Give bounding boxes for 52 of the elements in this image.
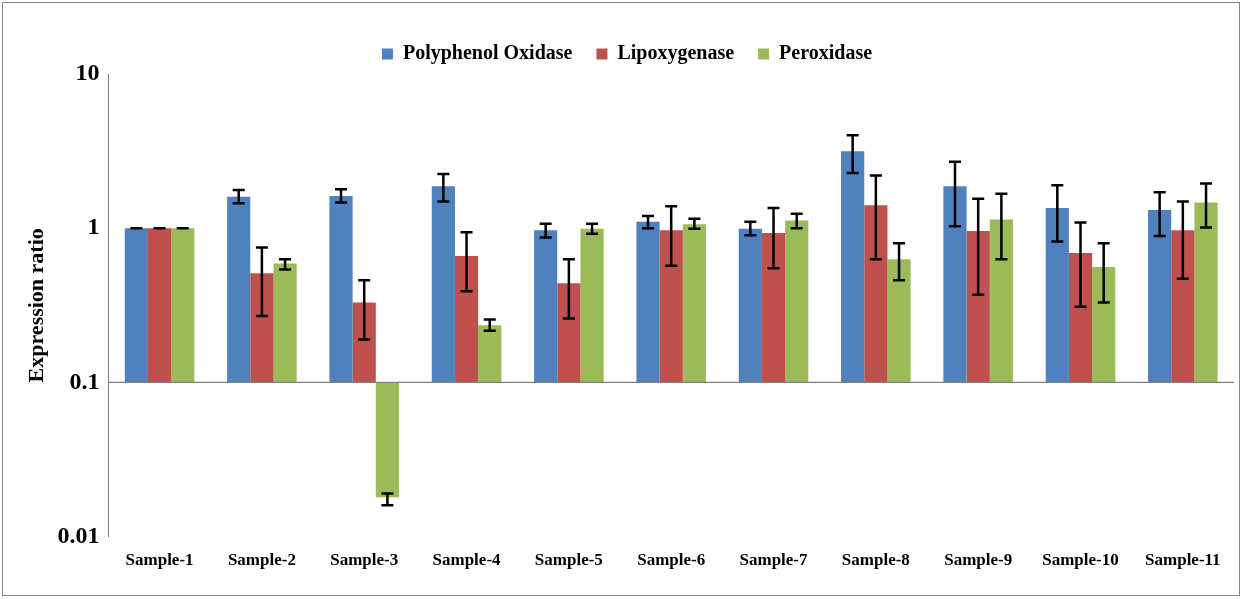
- bar: [785, 220, 809, 383]
- bar: [375, 382, 400, 498]
- x-tick-label: Sample-8: [841, 550, 910, 570]
- x-tick-label: Sample-7: [739, 550, 809, 570]
- bar: [659, 230, 683, 383]
- bar: [636, 221, 660, 383]
- y-axis-title: Expression ratio: [22, 228, 48, 383]
- legend-label: Peroxidase: [779, 41, 873, 64]
- x-tick-label: Sample-9: [944, 550, 1013, 570]
- bar: [227, 196, 251, 383]
- bar: [329, 195, 353, 383]
- x-tick-label: Sample-6: [637, 550, 706, 570]
- y-tick-label: 1: [87, 213, 100, 240]
- bar: [864, 205, 888, 383]
- bar: [1194, 202, 1218, 383]
- bar: [273, 263, 297, 383]
- bar: [557, 283, 581, 383]
- bar: [1045, 208, 1069, 383]
- bar: [887, 259, 911, 383]
- legend-label: Lipoxygenase: [617, 41, 735, 65]
- bar: [478, 325, 502, 383]
- bar: [841, 151, 865, 383]
- bar: [1171, 230, 1195, 383]
- bar: [250, 273, 274, 383]
- bar: [966, 230, 990, 383]
- bar: [738, 228, 762, 383]
- bar: [431, 186, 455, 383]
- y-tick-label: 0.1: [69, 367, 100, 394]
- x-tick-label: Sample-2: [227, 550, 296, 570]
- x-tick-label: Sample-1: [125, 550, 194, 570]
- bar: [1068, 253, 1093, 383]
- bar: [147, 228, 172, 383]
- bar: [580, 228, 604, 383]
- bar: [534, 230, 558, 383]
- y-tick-label: 0.01: [57, 521, 100, 548]
- y-tick-label: 10: [75, 59, 100, 86]
- bar: [1092, 267, 1116, 383]
- bar: [171, 228, 195, 383]
- bar: [682, 224, 706, 383]
- x-tick-label: Sample-11: [1145, 550, 1221, 570]
- bar: [1148, 210, 1172, 383]
- legend-label: Polyphenol Oxidase: [402, 41, 573, 65]
- bar: [943, 186, 967, 383]
- x-tick-label: Sample-4: [432, 550, 502, 570]
- bar: [124, 228, 148, 383]
- bar: [761, 233, 786, 383]
- x-tick-label: Sample-10: [1042, 550, 1119, 570]
- bar: [989, 219, 1013, 383]
- x-tick-label: Sample-3: [330, 550, 399, 570]
- bar: [352, 302, 376, 383]
- bar: [454, 256, 479, 383]
- x-tick-label: Sample-5: [534, 550, 603, 570]
